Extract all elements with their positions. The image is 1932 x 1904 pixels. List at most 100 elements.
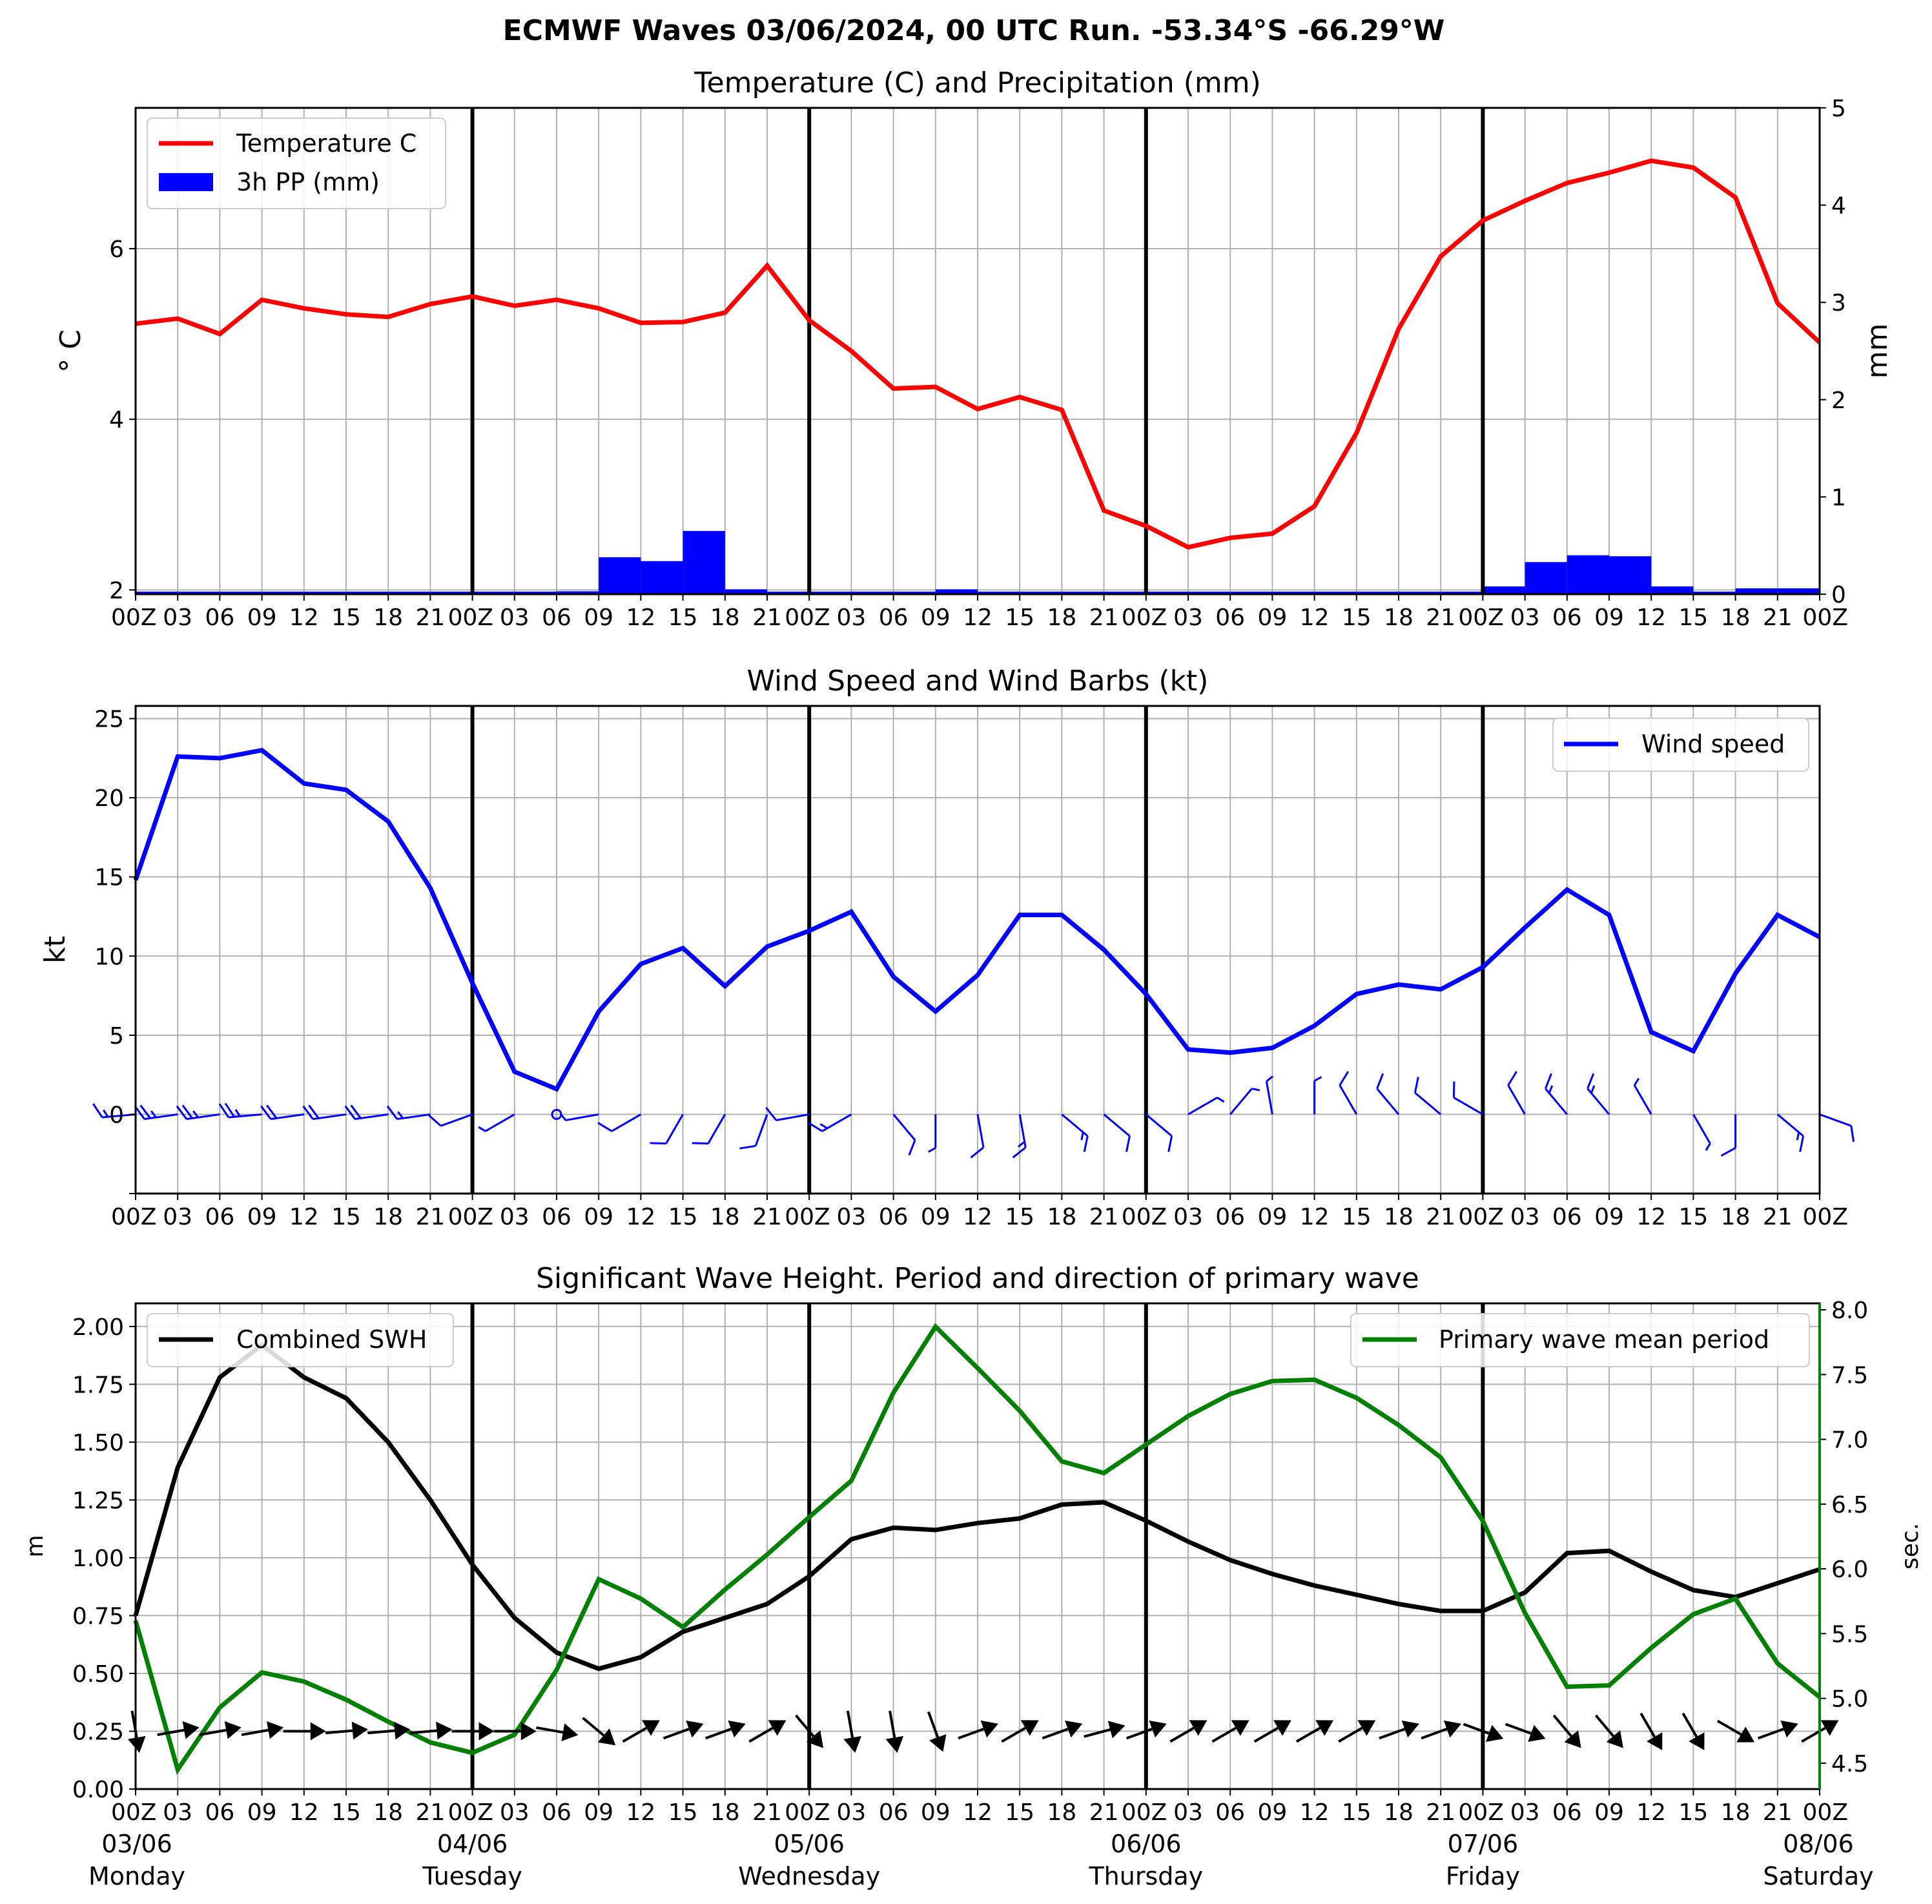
x-tick-label: 03 [163, 1799, 192, 1826]
x-tick-label: 03 [1510, 605, 1540, 631]
wind-barb-half [559, 1113, 567, 1121]
wind-barb [650, 1113, 684, 1144]
wind-barb [260, 1104, 305, 1121]
day-date-label: 03/06 [101, 1830, 172, 1858]
wave-arrow-head [597, 1728, 616, 1746]
x-tick-label: 21 [1426, 605, 1455, 631]
wind-barb-flag [302, 1105, 314, 1120]
wave-arrow-head [1528, 1724, 1546, 1743]
precip-bar [1441, 592, 1483, 594]
x-tick-label: 21 [1089, 1799, 1119, 1826]
precip-bar [1314, 592, 1357, 594]
wind-barb [1313, 1076, 1322, 1115]
precip-bar [1020, 592, 1062, 594]
legend-box [1552, 718, 1809, 772]
legend-box [1350, 1313, 1810, 1367]
wave-arrow-shaft [409, 1729, 437, 1735]
y-tick-label: 25 [94, 707, 124, 733]
wave-direction-arrow [283, 1722, 326, 1741]
x-tick-label: 03 [1173, 1204, 1203, 1230]
wind-panel: Wind Speed and Wind Barbs (kt)00Z 03 06 09 1… [39, 665, 1855, 1230]
x-tick-label: 00Z [448, 1799, 493, 1826]
precip-bar [851, 592, 894, 594]
wave-direction-arrow [1126, 1720, 1167, 1740]
wave-arrow-head [1357, 1720, 1376, 1736]
wave-arrow-shaft [1681, 1712, 1698, 1738]
wave-direction-arrow [409, 1721, 453, 1740]
x-tick-label: 18 [1384, 1799, 1413, 1826]
x-tick-label: 15 [331, 605, 361, 631]
x-tick-label: 03 [163, 1204, 192, 1230]
wind-barb-staff [1633, 1084, 1652, 1115]
y-tick-label: 15 [94, 865, 124, 891]
x-tick-label: 06 [205, 1799, 234, 1826]
wind-barb-flag [427, 1114, 442, 1127]
precip-bar [978, 592, 1020, 594]
wave-arrow-shaft [1379, 1728, 1406, 1740]
x-tick-label: 15 [1342, 1799, 1372, 1826]
x-tick-label: 00Z [1122, 1799, 1167, 1826]
y-axis-label: kt [39, 936, 72, 964]
period-line [133, 1323, 1822, 1775]
precip-bar [641, 561, 683, 594]
wave-arrow-shaft [1552, 1714, 1572, 1737]
x-tick-label: 21 [415, 1204, 445, 1230]
wind-barb-flag [344, 1105, 356, 1120]
wind-barb-flag [176, 1105, 188, 1120]
wave-arrow-head [393, 1721, 411, 1740]
legend-label: Primary wave mean period [1439, 1325, 1769, 1354]
x-tick-label: 12 [289, 1204, 319, 1230]
wind-barb [386, 1105, 431, 1121]
wind-barb-flag [308, 1104, 320, 1119]
day-name-label: Friday [1446, 1862, 1520, 1890]
wind-barb-staff [440, 1113, 473, 1127]
x-tick-label: 18 [373, 605, 403, 631]
x-tick-label: 00Z [111, 605, 156, 631]
wave-arrow-head [1820, 1720, 1839, 1736]
wind-barb-staff [776, 1113, 810, 1121]
x-tick-label: 09 [1594, 1799, 1624, 1826]
wave-arrow-shaft [958, 1728, 985, 1740]
wind-barb-staff [665, 1113, 684, 1144]
y-tick-label-right: 7.0 [1831, 1427, 1868, 1454]
wind-barb [1776, 1113, 1805, 1152]
wave-direction-arrow [1758, 1720, 1798, 1740]
wind-barb-flag [765, 1106, 777, 1121]
panel-title: Significant Wave Height. Period and dire… [536, 1262, 1419, 1295]
x-tick-label: 12 [963, 1799, 992, 1826]
wind-barb-flag [739, 1144, 756, 1150]
precip-bar [1272, 592, 1315, 594]
x-tick-label: 12 [289, 1799, 319, 1826]
wind-barb-flag [224, 1102, 236, 1118]
x-tick-label: 03 [500, 1799, 529, 1826]
x-tick-label: 00Z [1458, 1799, 1503, 1826]
wind-barb-flag [218, 1103, 230, 1118]
y-axis-label-right: mm [1861, 324, 1894, 379]
x-tick-label: 09 [1594, 1204, 1624, 1230]
wave-arrow-head [1273, 1720, 1291, 1736]
y-tick-label: 0.50 [72, 1661, 124, 1688]
x-tick-label: 12 [289, 605, 319, 631]
wave-arrow-shaft [1758, 1728, 1784, 1740]
wave-direction-arrow [199, 1721, 242, 1739]
y-tick-label: 5 [109, 1023, 124, 1050]
wave-arrow-head [1689, 1732, 1705, 1750]
panel-title: Temperature (C) and Precipitation (mm) [694, 67, 1261, 99]
precip-bar [724, 589, 767, 594]
wave-arrow-head [929, 1734, 947, 1752]
precip-bar [1525, 562, 1567, 594]
precip-bar [303, 592, 346, 594]
precip-bar [430, 592, 473, 594]
wind-barb [427, 1113, 473, 1127]
x-tick-label: 06 [1215, 1799, 1245, 1826]
wind-barb-flag [1413, 1077, 1419, 1093]
precip-bar [1146, 592, 1188, 594]
wave-arrow-shaft [889, 1710, 896, 1738]
x-tick-label: 09 [584, 1204, 613, 1230]
wave-direction-arrow [1001, 1720, 1039, 1743]
wind-barb [302, 1104, 347, 1121]
wind-barb-half [192, 1110, 199, 1119]
wave-direction-arrow [157, 1721, 200, 1739]
wind-barb-flag [1376, 1073, 1384, 1090]
precip-bar [1483, 586, 1525, 594]
